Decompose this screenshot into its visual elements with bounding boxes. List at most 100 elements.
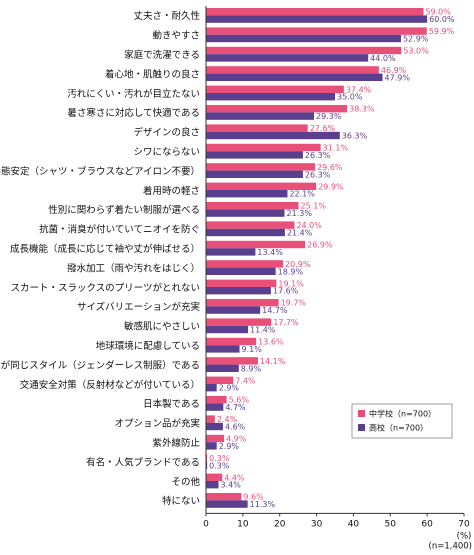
bar-high-school: [206, 190, 288, 198]
bar-junior-high: [206, 357, 258, 365]
bar-high-school: [206, 345, 240, 353]
category-label: 性別に関わらず着たい制服が選べる: [48, 204, 200, 216]
value-label-junior-high: 29.6%: [317, 163, 343, 172]
value-label-junior-high: 0.3%: [209, 454, 230, 463]
value-label-high-school: 9.1%: [242, 345, 263, 354]
value-label-junior-high: 53.0%: [403, 47, 429, 56]
bar-high-school: [206, 422, 223, 431]
value-label-high-school: 44.0%: [370, 54, 396, 63]
category-label: 着用時の軽さ: [143, 185, 200, 197]
bar-junior-high: [206, 396, 227, 404]
value-label-high-school: 60.0%: [429, 15, 455, 24]
value-label-high-school: 8.9%: [241, 364, 262, 373]
value-label-junior-high: 26.9%: [307, 241, 333, 250]
value-label-junior-high: 25.1%: [301, 202, 327, 211]
value-label-junior-high: 4.4%: [224, 473, 245, 482]
bar-high-school: [206, 500, 248, 508]
value-label-junior-high: 20.9%: [285, 260, 311, 269]
category-label: サイズバリエーションが充実: [77, 301, 201, 313]
x-tick-label: 10: [237, 519, 249, 529]
sample-size-note: (n=1,400): [429, 541, 472, 551]
bar-junior-high: [206, 260, 284, 268]
category-label: 家庭で洗濯できる: [124, 49, 200, 61]
value-label-high-school: 52.9%: [403, 35, 429, 44]
bar-junior-high: [206, 202, 299, 210]
bars: [206, 8, 428, 508]
bar-junior-high: [206, 105, 348, 113]
value-label-junior-high: 24.0%: [296, 221, 322, 230]
bar-high-school: [206, 325, 249, 334]
category-label: 有名・人気ブランドである: [86, 456, 200, 468]
value-label-high-school: 13.4%: [257, 248, 283, 257]
category-label: 丈夫さ・耐久性: [133, 10, 200, 22]
category-label: 撥水加工（雨や汚れをはじく）: [67, 262, 200, 274]
bar-junior-high: [206, 434, 225, 443]
bar-junior-high: [206, 493, 242, 501]
x-tick-label: 0: [203, 519, 209, 529]
bar-high-school: [206, 306, 261, 314]
bar-high-school: [206, 442, 217, 450]
value-label-high-school: 17.6%: [273, 287, 299, 296]
value-label-high-school: 4.7%: [225, 403, 246, 412]
bar-junior-high: [206, 8, 424, 16]
bar-high-school: [206, 93, 335, 101]
legend-swatch-high-school: [358, 424, 365, 431]
value-label-junior-high: 13.6%: [258, 338, 284, 347]
bar-junior-high: [206, 66, 379, 74]
bar-junior-high: [206, 221, 295, 229]
value-label-junior-high: 37.4%: [346, 85, 372, 94]
category-label: 男女が同じスタイル（ジェンダーレス制服）である: [0, 359, 200, 371]
bar-junior-high: [206, 337, 257, 346]
value-label-junior-high: 14.1%: [260, 357, 286, 366]
bar-junior-high: [206, 299, 279, 307]
value-label-junior-high: 17.7%: [273, 318, 299, 327]
value-label-high-school: 26.3%: [305, 151, 331, 160]
value-label-junior-high: 31.1%: [323, 144, 349, 153]
bar-high-school: [206, 228, 285, 237]
bar-high-school: [206, 267, 276, 275]
category-label: その他: [171, 476, 200, 488]
bar-junior-high: [206, 279, 277, 287]
bar-junior-high: [206, 46, 402, 55]
bar-high-school: [206, 112, 314, 120]
category-label: 抗菌・消臭が付いていてニオイを防ぐ: [39, 224, 200, 236]
bar-junior-high: [206, 85, 344, 93]
bar-junior-high: [206, 27, 427, 35]
category-label: 汚れにくい・汚れが目立たない: [67, 88, 200, 100]
bar-high-school: [206, 481, 219, 489]
x-tick-label: 20: [274, 519, 286, 529]
value-label-high-school: 11.3%: [250, 500, 276, 509]
x-axis-unit: (%): [457, 531, 472, 541]
category-label: 着心地・肌触りの良さ: [105, 68, 200, 80]
x-ticks: 0 10 20 30 40 50 60 70: [203, 513, 470, 529]
bar-junior-high: [206, 318, 272, 326]
category-label: 形態安定（シャツ・ブラウスなどアイロン不要）: [0, 165, 200, 177]
value-label-high-school: 29.3%: [316, 112, 342, 121]
value-label-high-school: 47.9%: [385, 73, 411, 82]
legend-label-junior-high: 中学校（n=700）: [369, 409, 436, 419]
value-label-junior-high: 59.9%: [429, 27, 455, 36]
category-label: 暑さ寒さに対応して快適である: [67, 107, 200, 119]
bar-junior-high: [206, 376, 234, 384]
x-tick-label: 40: [348, 519, 360, 529]
value-label-junior-high: 46.9%: [381, 66, 407, 75]
category-label: 交通安全対策（反射材などが付いている）: [20, 379, 200, 391]
bar-high-school: [206, 15, 428, 23]
category-label: 紫外線防止: [152, 437, 200, 449]
value-label-junior-high: 19.7%: [281, 299, 307, 308]
x-tick-label: 70: [458, 519, 470, 529]
value-label-high-school: 4.6%: [225, 423, 246, 432]
category-label: 特にない: [162, 495, 200, 507]
legend-box: [351, 403, 453, 439]
value-label-junior-high: 4.9%: [226, 435, 247, 444]
legend: 中学校（n=700） 高校（n=700）: [351, 403, 453, 439]
bar-junior-high: [206, 454, 208, 462]
value-label-high-school: 21.3%: [287, 209, 313, 218]
value-label-junior-high: 38.3%: [349, 105, 375, 114]
bar-high-school: [206, 151, 303, 159]
bar-high-school: [206, 209, 285, 217]
value-label-high-school: 18.9%: [278, 267, 304, 276]
bar-high-school: [206, 131, 340, 140]
bar-high-school: [206, 73, 383, 81]
